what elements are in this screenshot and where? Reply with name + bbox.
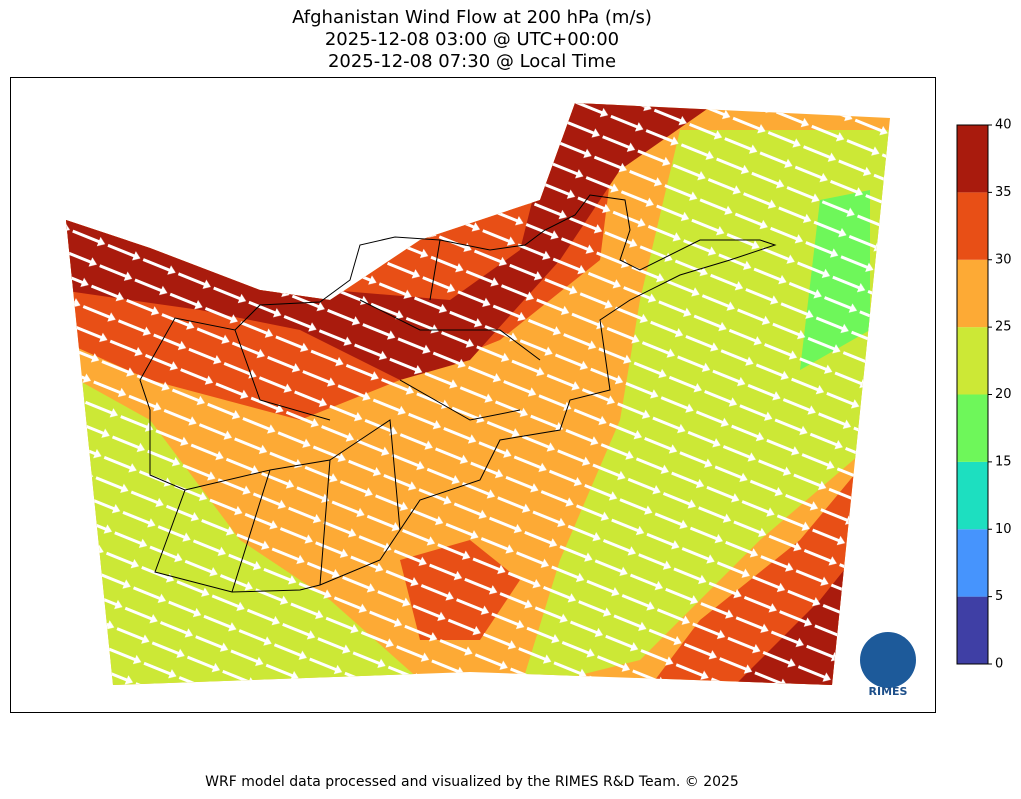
colorbar-tick-label: 15 xyxy=(995,454,1012,469)
logo-text: RIMES xyxy=(869,685,908,698)
colorbar-tick-label: 35 xyxy=(995,185,1012,200)
colorbar-segment xyxy=(957,327,988,395)
logo-icon xyxy=(860,632,916,688)
title-line: Afghanistan Wind Flow at 200 hPa (m/s) xyxy=(292,7,652,28)
colorbar-segment xyxy=(957,596,988,664)
footer: WRF model data processed and visualized … xyxy=(205,774,739,790)
colorbar-tick-label: 10 xyxy=(995,522,1012,537)
colorbar-segment xyxy=(957,529,988,597)
colorbar-segment xyxy=(957,259,988,328)
colorbar: 0 5 10 15 20 25 30 35 40 xyxy=(956,118,1012,672)
country-borders xyxy=(139,194,777,593)
colorbar-tick-label: 25 xyxy=(995,320,1012,335)
title-line: 2025-12-08 03:00 @ UTC+00:00 xyxy=(325,29,619,50)
colorbar-tick-label: 30 xyxy=(995,252,1012,267)
province-borders xyxy=(184,239,541,593)
colorbar-tick-label: 5 xyxy=(995,589,1003,604)
colorbar-tick-label: 0 xyxy=(995,657,1003,672)
colorbar-segment xyxy=(957,125,988,193)
colorbar-segment xyxy=(957,461,988,530)
colorbar-segment xyxy=(957,394,988,462)
title-line: 2025-12-08 07:30 @ Local Time xyxy=(328,51,616,72)
colorbar-segment xyxy=(957,192,988,260)
colorbar-tick-label: 40 xyxy=(995,118,1012,133)
colorbar-tick-label: 20 xyxy=(995,387,1012,402)
